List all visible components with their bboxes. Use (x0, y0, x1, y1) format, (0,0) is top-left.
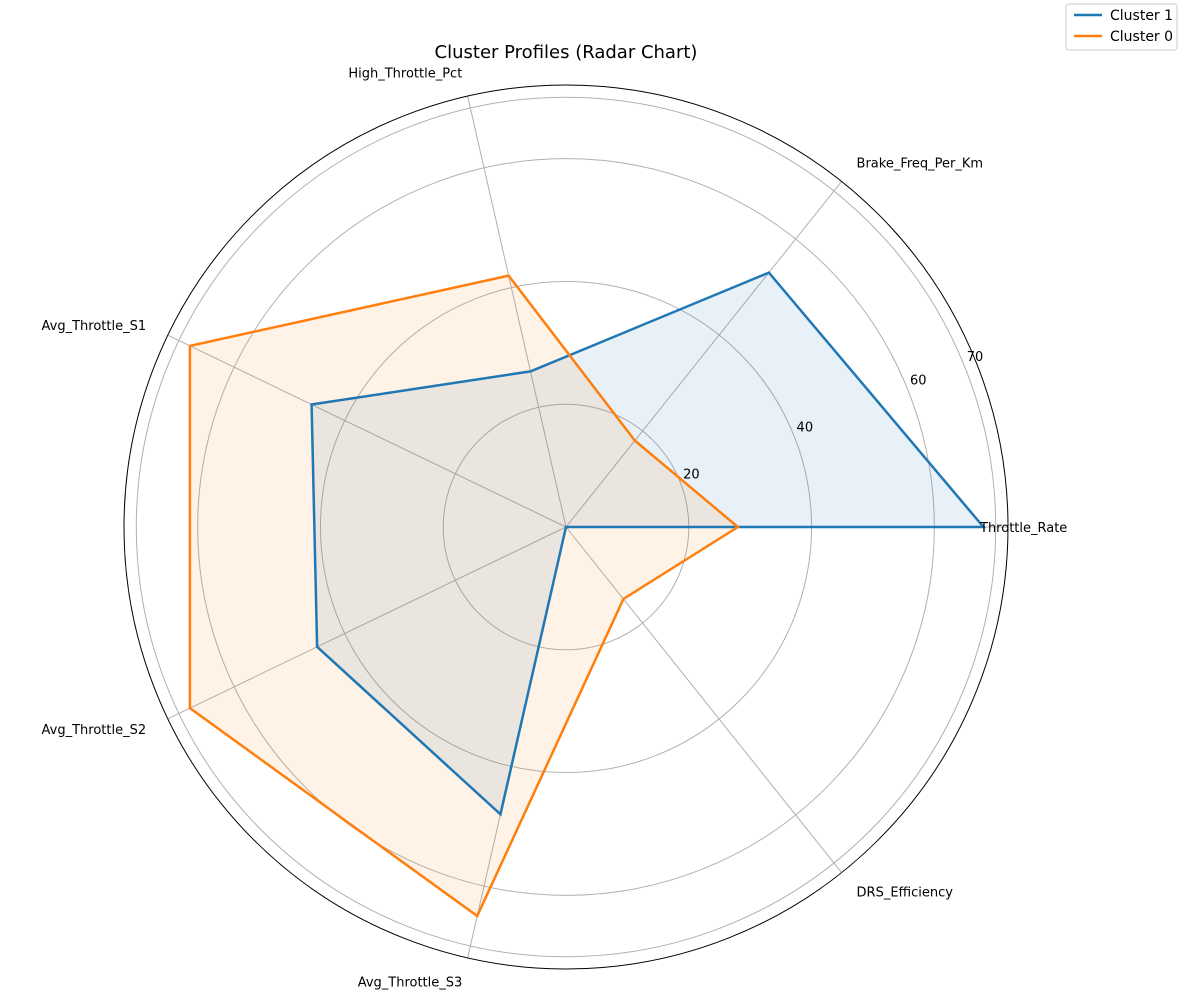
radial-tick-40: 40 (797, 421, 814, 436)
series-line-cluster-1 (310, 271, 987, 817)
chart-legend: Cluster 1 Cluster 0 (1065, 3, 1178, 51)
outer-frame (123, 84, 1009, 970)
series-fill-cluster-0 (189, 275, 738, 917)
axis-labels: Throttle_Rate Brake_Freq_Per_Km High_Throt… (42, 67, 1068, 991)
spoke-drs-efficiency (565, 526, 842, 873)
radar-series (188, 271, 987, 918)
axis-label-avg-throttle-s1: Avg_Throttle_S1 (42, 319, 147, 334)
chart-title: Cluster Profiles (Radar Chart) (435, 42, 698, 63)
spoke-high-throttle-pct (467, 95, 567, 528)
axis-label-brake-freq-per-km: Brake_Freq_Per_Km (857, 157, 984, 172)
radial-tick-60: 60 (910, 374, 927, 389)
series-fill-cluster-1 (311, 272, 984, 815)
radial-tick-labels: 20 40 60 70 (683, 350, 983, 482)
spoke-avg-throttle-s1 (167, 334, 567, 528)
series-line-cluster-0 (188, 274, 741, 918)
axis-label-throttle-rate: Throttle_Rate (979, 521, 1067, 536)
spoke-brake-freq-per-km (565, 181, 842, 528)
spoke-avg-throttle-s2 (167, 526, 567, 720)
axis-label-avg-throttle-s3: Avg_Throttle_S3 (358, 975, 463, 990)
legend-label-cluster-0: Cluster 0 (1110, 29, 1173, 45)
axis-label-avg-throttle-s2: Avg_Throttle_S2 (42, 723, 147, 738)
axis-label-drs-efficiency: DRS_Efficiency (857, 885, 954, 900)
radial-tick-20: 20 (683, 467, 700, 482)
axis-label-high-throttle-pct: High_Throttle_Pct (348, 67, 462, 82)
legend-label-cluster-1: Cluster 1 (1110, 8, 1173, 24)
radial-tick-70: 70 (967, 350, 984, 365)
